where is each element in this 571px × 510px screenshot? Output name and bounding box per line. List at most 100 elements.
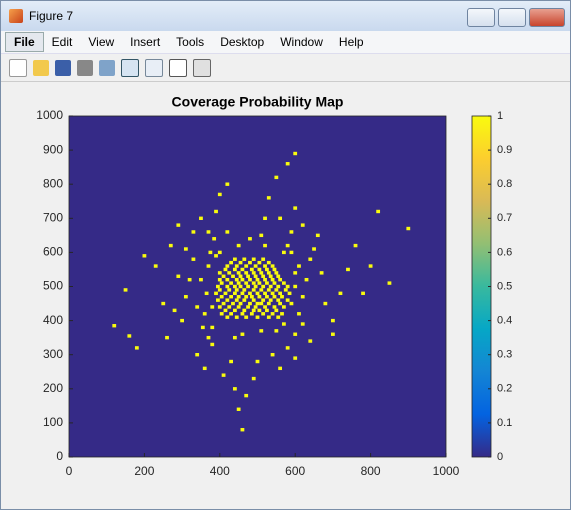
covered-cell bbox=[236, 281, 241, 285]
covered-cell bbox=[270, 353, 275, 357]
open-icon[interactable] bbox=[33, 59, 49, 76]
menu-item[interactable]: Desktop bbox=[220, 35, 265, 49]
menu-item[interactable]: File bbox=[5, 32, 44, 52]
covered-cell bbox=[236, 243, 241, 248]
covered-cell bbox=[127, 334, 132, 338]
new-icon[interactable] bbox=[9, 58, 27, 77]
covered-cell bbox=[255, 359, 260, 364]
property-icon[interactable] bbox=[193, 58, 211, 77]
covered-cell bbox=[231, 274, 235, 278]
covered-cell bbox=[285, 298, 290, 302]
covered-cell bbox=[183, 295, 188, 299]
link-icon[interactable] bbox=[99, 59, 115, 76]
covered-cell bbox=[248, 237, 252, 241]
covered-cell bbox=[168, 243, 173, 248]
covered-cell bbox=[248, 277, 252, 282]
covered-cell bbox=[206, 335, 211, 340]
covered-cell bbox=[376, 209, 381, 214]
covered-cell bbox=[266, 271, 271, 275]
covered-cell bbox=[234, 264, 239, 268]
covered-cell bbox=[248, 301, 252, 306]
colorbar-icon[interactable] bbox=[121, 58, 139, 77]
menu-item[interactable]: Insert bbox=[130, 35, 161, 49]
covered-cell bbox=[202, 366, 207, 371]
covered-cell bbox=[278, 277, 283, 282]
covered-cell bbox=[278, 216, 283, 220]
covered-cell bbox=[285, 346, 290, 350]
covered-cell bbox=[221, 373, 226, 377]
covered-cell bbox=[234, 315, 239, 319]
colorbar-tick-label: 1 bbox=[497, 110, 503, 122]
pointer-icon[interactable] bbox=[169, 58, 187, 77]
maximize-button[interactable] bbox=[498, 8, 526, 27]
y-tick-label: 100 bbox=[43, 415, 63, 429]
covered-cell bbox=[263, 216, 267, 220]
covered-cell bbox=[274, 175, 279, 180]
covered-cell bbox=[261, 274, 266, 278]
close-button[interactable] bbox=[529, 8, 565, 27]
covered-cell bbox=[353, 243, 358, 248]
y-tick-label: 0 bbox=[56, 449, 63, 463]
menu-item[interactable]: View bbox=[88, 35, 115, 49]
covered-cell bbox=[268, 274, 273, 278]
covered-cell bbox=[268, 284, 273, 289]
covered-cell bbox=[293, 332, 298, 336]
covered-cell bbox=[206, 230, 211, 234]
covered-cell bbox=[238, 274, 243, 278]
covered-cell bbox=[251, 288, 256, 292]
covered-cell bbox=[259, 233, 264, 238]
covered-cell bbox=[225, 277, 230, 282]
covered-cell bbox=[242, 308, 247, 313]
covered-cell bbox=[219, 312, 224, 316]
covered-cell bbox=[214, 254, 218, 258]
covered-cell bbox=[246, 284, 250, 289]
covered-cell bbox=[240, 332, 245, 336]
covered-cell bbox=[331, 318, 335, 323]
minimize-button[interactable] bbox=[467, 8, 495, 27]
legend-icon[interactable] bbox=[145, 58, 163, 77]
menu-item[interactable]: Window bbox=[280, 35, 323, 49]
covered-cell bbox=[217, 305, 222, 309]
covered-cell bbox=[251, 376, 256, 381]
covered-cell bbox=[289, 230, 294, 234]
covered-cell bbox=[229, 359, 234, 364]
covered-cell bbox=[257, 308, 262, 313]
covered-cell bbox=[210, 305, 215, 309]
covered-cell bbox=[244, 281, 249, 285]
covered-cell bbox=[304, 277, 309, 282]
covered-cell bbox=[293, 206, 298, 210]
app-icon bbox=[9, 9, 23, 23]
covered-cell bbox=[180, 318, 184, 323]
covered-cell bbox=[223, 267, 228, 272]
covered-cell bbox=[297, 264, 301, 268]
covered-cell bbox=[195, 305, 200, 309]
covered-cell bbox=[272, 295, 277, 299]
menu-item[interactable]: Tools bbox=[176, 35, 205, 49]
colorbar-tick-label: 0.9 bbox=[497, 144, 512, 156]
covered-cell bbox=[227, 271, 232, 275]
covered-cell bbox=[219, 281, 224, 285]
covered-cell bbox=[300, 295, 305, 299]
save-icon[interactable] bbox=[55, 59, 71, 76]
print-icon[interactable] bbox=[77, 59, 93, 76]
covered-cell bbox=[270, 291, 275, 296]
menu-item[interactable]: Edit bbox=[51, 35, 73, 49]
covered-cell bbox=[123, 288, 128, 292]
covered-cell bbox=[308, 339, 313, 343]
covered-cell bbox=[285, 243, 290, 248]
covered-cell bbox=[274, 308, 279, 313]
covered-cell bbox=[293, 284, 298, 289]
y-tick-label: 200 bbox=[43, 381, 63, 395]
covered-cell bbox=[225, 182, 230, 186]
covered-cell bbox=[338, 291, 343, 296]
covered-cell bbox=[278, 301, 283, 306]
covered-cell bbox=[249, 295, 254, 299]
covered-cell bbox=[244, 271, 249, 275]
covered-cell bbox=[225, 230, 230, 234]
covered-cell bbox=[191, 257, 196, 261]
covered-cell bbox=[217, 288, 222, 292]
menu-item[interactable]: Help bbox=[338, 35, 364, 49]
covered-cell bbox=[315, 233, 320, 238]
covered-cell bbox=[191, 230, 196, 234]
covered-cell bbox=[236, 271, 241, 275]
